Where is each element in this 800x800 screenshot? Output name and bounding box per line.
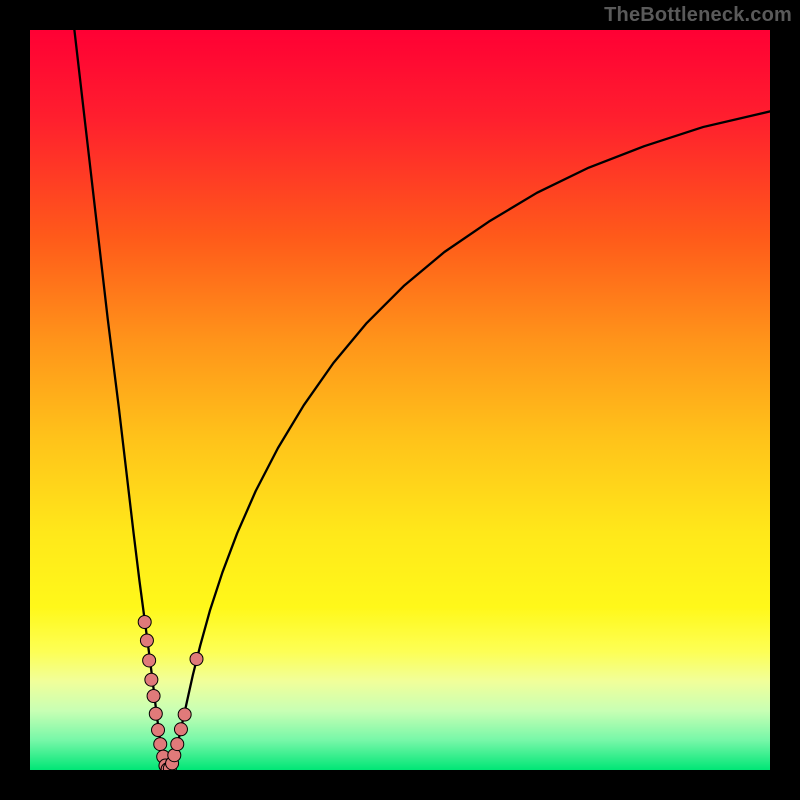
marker-dot [174, 723, 187, 736]
chart-frame: TheBottleneck.com [0, 0, 800, 800]
marker-dot [140, 634, 153, 647]
chart-svg [0, 0, 800, 800]
marker-dot [143, 654, 156, 667]
marker-dot [154, 738, 167, 751]
marker-dot [152, 724, 165, 737]
marker-dot [178, 708, 191, 721]
marker-dot [190, 653, 203, 666]
marker-dot [138, 616, 151, 629]
marker-dot [171, 738, 184, 751]
marker-dot [145, 673, 158, 686]
marker-dot [147, 690, 160, 703]
marker-dot [149, 707, 162, 720]
watermark-text: TheBottleneck.com [604, 4, 792, 27]
